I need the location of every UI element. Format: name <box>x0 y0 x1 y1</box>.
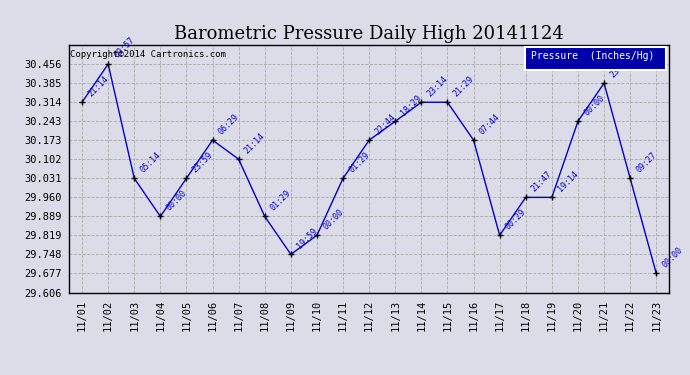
Text: 09:57: 09:57 <box>112 36 137 60</box>
Text: 21:14: 21:14 <box>86 74 110 98</box>
Text: 23:14: 23:14 <box>426 74 450 98</box>
Text: 06:29: 06:29 <box>217 112 241 136</box>
Text: 01:29: 01:29 <box>269 188 293 212</box>
Text: 21:47: 21:47 <box>530 169 554 193</box>
FancyBboxPatch shape <box>525 48 667 70</box>
Title: Barometric Pressure Daily High 20141124: Barometric Pressure Daily High 20141124 <box>175 26 564 44</box>
Text: Pressure  (Inches/Hg): Pressure (Inches/Hg) <box>531 51 655 61</box>
Text: 23:59: 23:59 <box>608 55 632 79</box>
Text: 23:59: 23:59 <box>190 150 215 174</box>
Text: 09:27: 09:27 <box>634 150 658 174</box>
Text: 01:29: 01:29 <box>347 150 371 174</box>
Text: 18:29: 18:29 <box>400 93 424 117</box>
Text: 00:00: 00:00 <box>582 93 606 117</box>
Text: 19:59: 19:59 <box>295 226 319 250</box>
Text: 19:14: 19:14 <box>556 169 580 193</box>
Text: 21:29: 21:29 <box>452 74 475 98</box>
Text: 00:29: 00:29 <box>504 207 528 231</box>
Text: 05:14: 05:14 <box>139 150 162 174</box>
Text: 22:44: 22:44 <box>373 112 397 136</box>
Text: Copyright©2014 Cartronics.com: Copyright©2014 Cartronics.com <box>70 50 226 59</box>
Text: 07:44: 07:44 <box>477 112 502 136</box>
Text: 00:00: 00:00 <box>321 207 345 231</box>
Text: 00:00: 00:00 <box>660 245 684 269</box>
Text: 00:00: 00:00 <box>164 188 188 212</box>
Text: 21:14: 21:14 <box>243 131 267 155</box>
